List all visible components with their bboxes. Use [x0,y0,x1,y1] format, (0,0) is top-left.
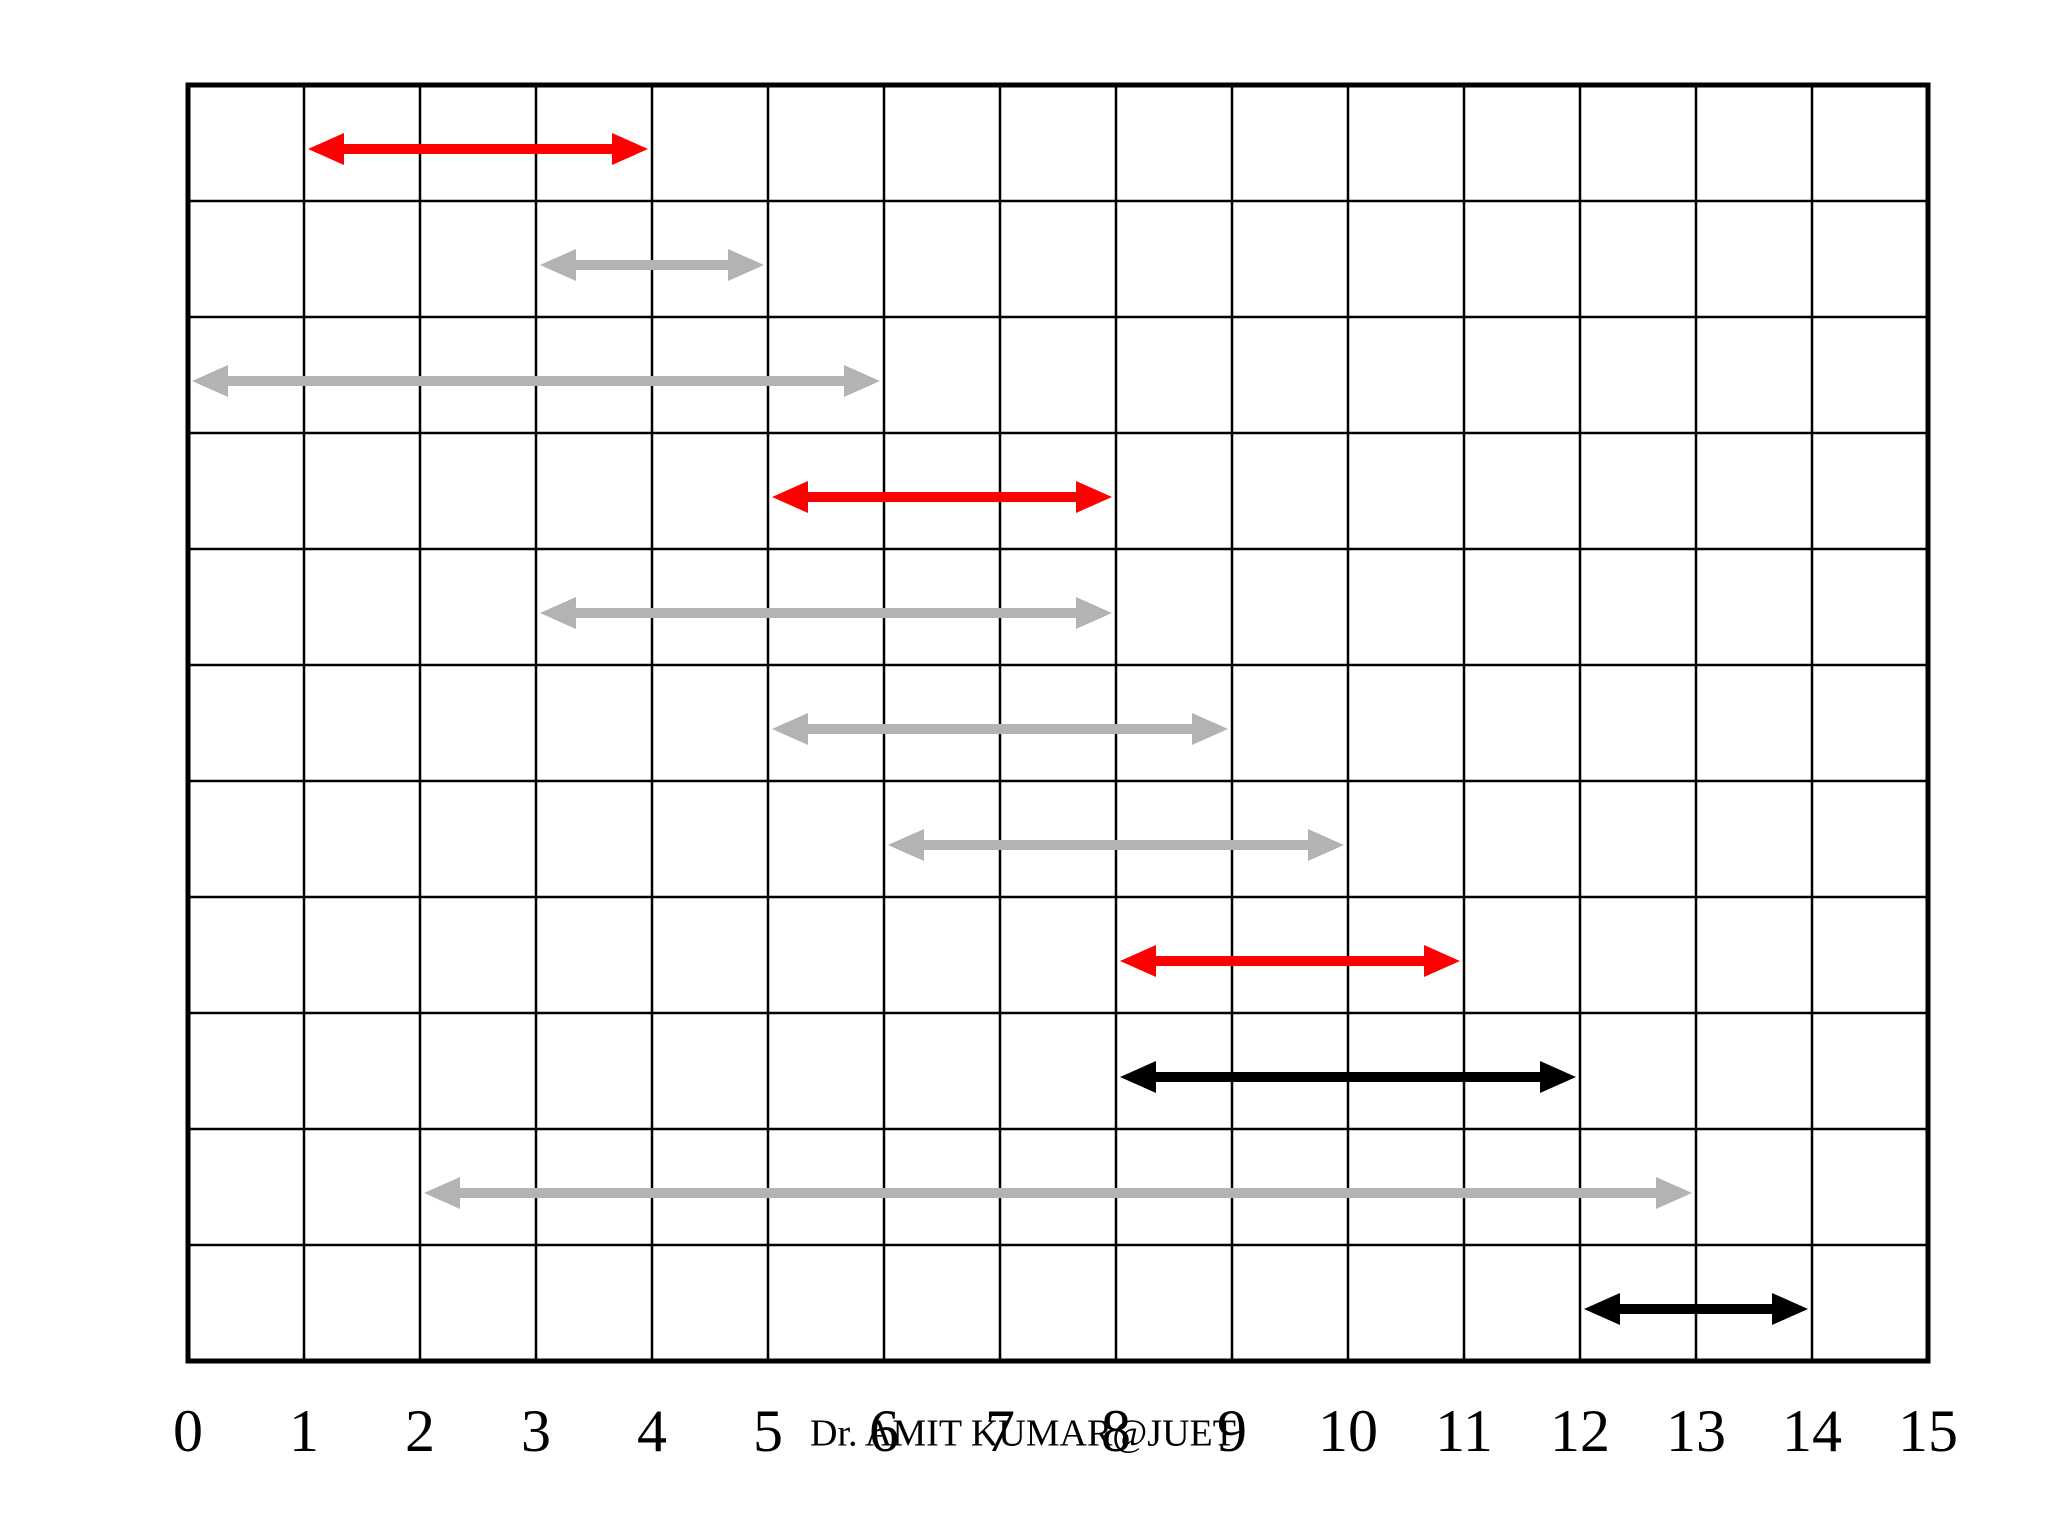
x-tick-label: 15 [1898,1398,1958,1464]
interval-arrow [1120,945,1460,977]
x-tick-label: 13 [1666,1398,1726,1464]
interval-arrow [1584,1293,1808,1325]
x-tick-label: 4 [637,1398,667,1464]
x-tick-label: 3 [521,1398,551,1464]
interval-arrow [772,481,1112,513]
x-tick-label: 1 [289,1398,319,1464]
interval-arrow [424,1177,1692,1209]
interval-arrow [772,713,1228,745]
x-tick-label: 9 [1217,1398,1247,1464]
plot-border [185,82,1931,1364]
x-tick-label: 2 [405,1398,435,1464]
interval-arrow [192,365,880,397]
x-tick-label: 5 [753,1398,783,1464]
x-tick-label: 6 [869,1398,899,1464]
x-tick-label: 11 [1435,1398,1493,1464]
watermark: Dr. AMIT KUMAR@JUET [810,1413,1236,1455]
x-tick-label: 7 [985,1398,1015,1464]
x-tick-label: 0 [173,1398,203,1464]
x-tick-label: 14 [1782,1398,1842,1464]
interval-arrow [540,597,1112,629]
x-tick-label: 8 [1101,1398,1131,1464]
interval-arrow [1120,1061,1576,1093]
interval-arrow [308,133,648,165]
interval-arrow [888,829,1344,861]
x-tick-label: 12 [1550,1398,1610,1464]
x-tick-label: 10 [1318,1398,1378,1464]
interval-arrow [540,249,764,281]
